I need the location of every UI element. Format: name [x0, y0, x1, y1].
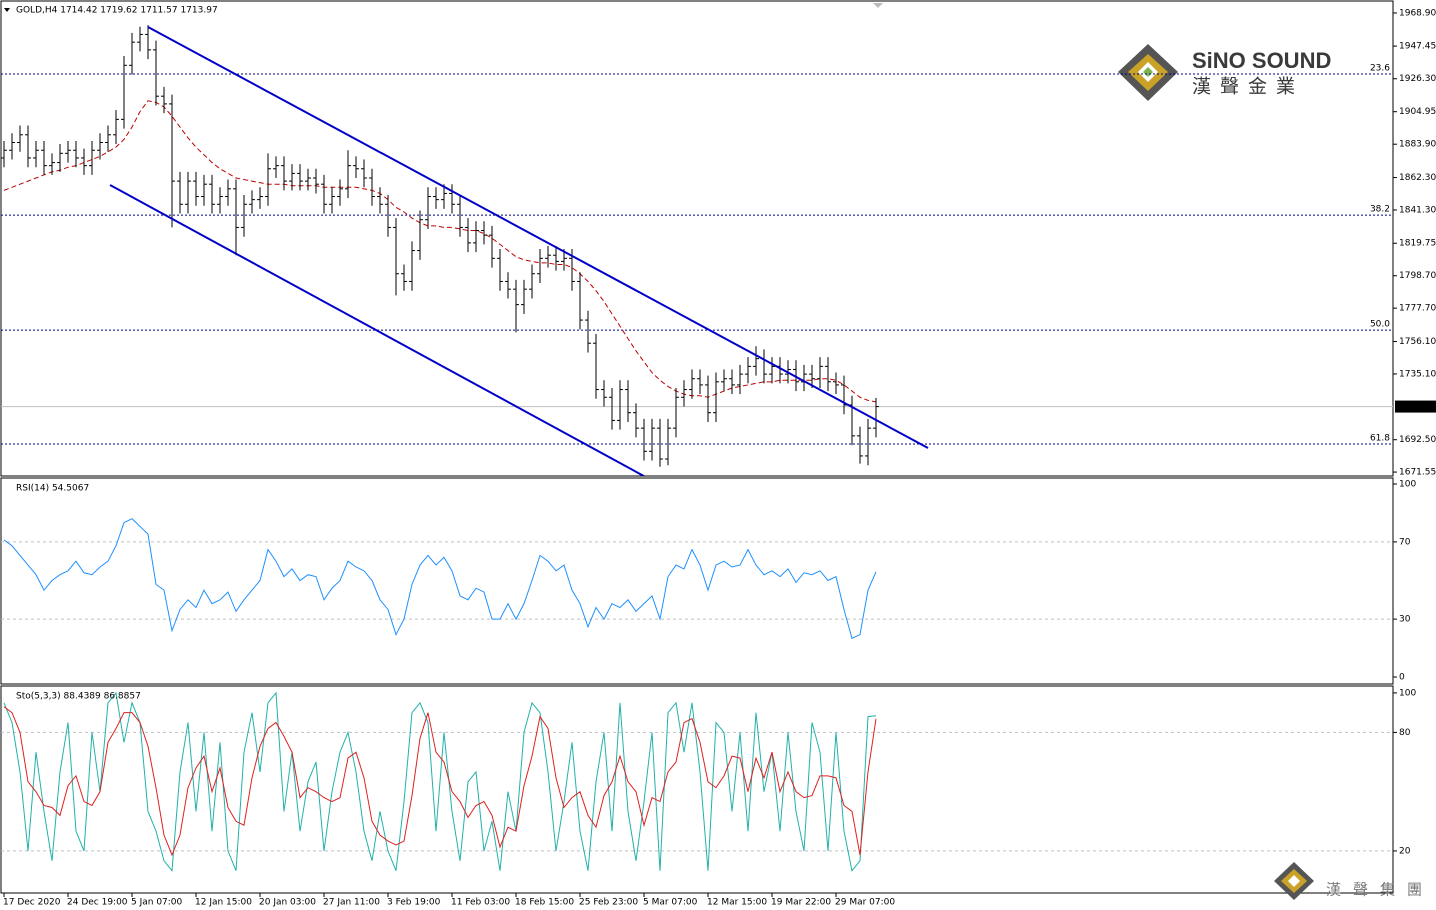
- y-tick-label: 1926.30: [1399, 74, 1436, 84]
- y-tick-label: 1819.75: [1399, 239, 1436, 249]
- fib-label: 23.6: [1370, 63, 1390, 73]
- x-tick-label: 24 Dec 19:00: [67, 898, 128, 908]
- x-tick-label: 18 Feb 15:00: [515, 898, 574, 908]
- y-tick-label: 1756.10: [1399, 337, 1436, 347]
- panel-title: Sto(5,3,3) 88.4389 86.8857: [16, 692, 141, 702]
- x-tick-label: 19 Mar 22:00: [771, 898, 831, 908]
- y-tick-label: 1671.55: [1399, 468, 1436, 478]
- x-tick-label: 27 Jan 11:00: [323, 898, 380, 908]
- last-price-box: [1395, 400, 1436, 413]
- plot-area: [1, 25, 1393, 476]
- plot-area: [1, 518, 1393, 640]
- y-tick-label: 20: [1399, 846, 1411, 856]
- x-tick-label: 5 Mar 07:00: [643, 898, 698, 908]
- indicator-line: [3, 706, 877, 857]
- indicator-line: [3, 691, 877, 872]
- x-tick-label: 11 Feb 03:00: [451, 898, 510, 908]
- x-tick-label: 25 Feb 23:00: [579, 898, 638, 908]
- trend-line: [109, 184, 645, 476]
- y-tick-label: 1883.90: [1399, 140, 1436, 150]
- y-tick-label: 100: [1399, 479, 1416, 489]
- x-tick-label: 17 Dec 2020: [3, 898, 61, 908]
- shift-marker: [873, 3, 883, 8]
- y-tick-label: 1692.50: [1399, 435, 1436, 445]
- menu-arrow: [4, 8, 10, 12]
- fib-label: 61.8: [1370, 434, 1390, 444]
- sto-panel: [0, 685, 1394, 894]
- y-tick-label: 70: [1399, 537, 1411, 547]
- x-tick-label: 5 Jan 07:00: [131, 898, 183, 908]
- fib-label: 50.0: [1370, 320, 1390, 330]
- y-tick-label: 1947.45: [1399, 42, 1436, 52]
- brand: SiNO SOUND: [1192, 48, 1331, 73]
- x-tick-label: 3 Feb 19:00: [387, 898, 441, 908]
- last-price-label: 1713.97: [1397, 402, 1434, 412]
- y-tick-label: 1841.30: [1399, 205, 1436, 215]
- y-tick-label: 80: [1399, 728, 1411, 738]
- y-tick-label: 1904.95: [1399, 107, 1436, 117]
- y-tick-label: 30: [1399, 615, 1411, 625]
- moving-average: [3, 100, 877, 403]
- y-tick-label: 1862.30: [1399, 173, 1436, 183]
- footer-logo: 漢聲集團: [1274, 862, 1434, 900]
- x-tick-label: 12 Jan 15:00: [195, 898, 252, 908]
- y-tick-label: 1968.90: [1399, 8, 1436, 18]
- x-tick-label: 20 Jan 03:00: [259, 898, 316, 908]
- plot-area: [1, 691, 1393, 872]
- y-tick-label: 1798.70: [1399, 271, 1436, 281]
- fib-label: 38.2: [1370, 205, 1390, 215]
- panel-title: RSI(14) 54.5067: [16, 484, 89, 494]
- logo: SiNO SOUND 漢聲金業: [1118, 44, 1331, 101]
- rsi-panel: [0, 477, 1394, 685]
- brand-cn: 漢聲金業: [1192, 76, 1304, 98]
- y-tick-label: 1777.70: [1399, 304, 1436, 314]
- y-tick-label: 100: [1399, 688, 1416, 698]
- y-tick-label: 1735.10: [1399, 369, 1436, 379]
- footer-cn: 漢聲集團: [1326, 881, 1434, 899]
- y-tick-label: 0: [1399, 673, 1405, 683]
- panel-title: GOLD,H4 1714.42 1719.62 1711.57 1713.97: [16, 6, 218, 16]
- trend-line: [147, 26, 929, 449]
- main-panel: [0, 0, 1394, 477]
- x-tick-label: 12 Mar 15:00: [707, 898, 767, 908]
- x-tick-label: 29 Mar 07:00: [835, 898, 895, 908]
- indicator-line: [3, 518, 877, 640]
